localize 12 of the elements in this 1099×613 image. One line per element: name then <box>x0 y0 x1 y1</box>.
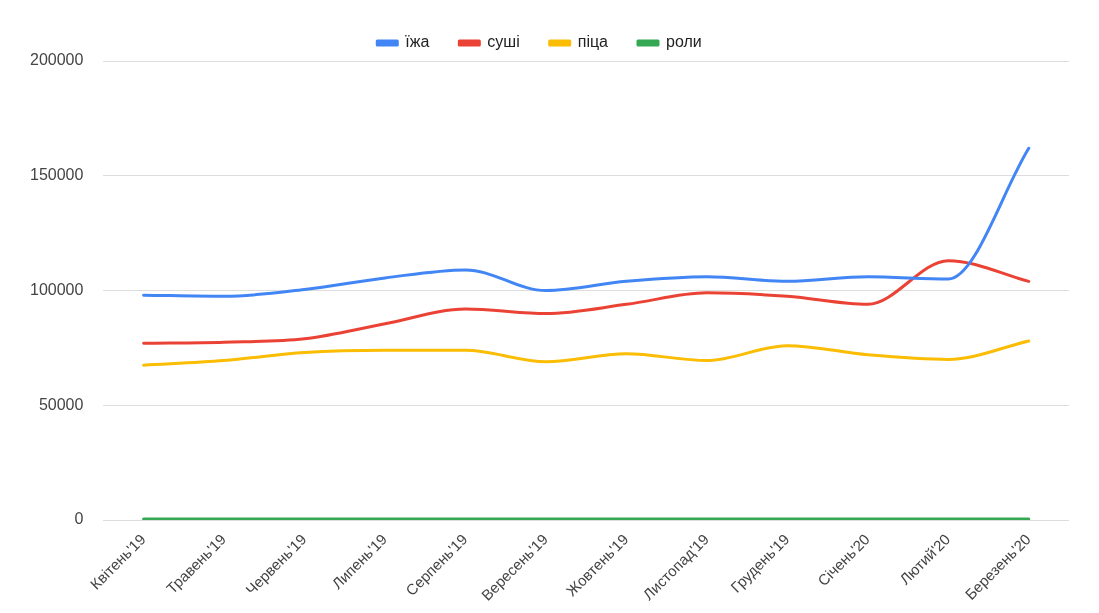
line-series <box>142 146 1031 298</box>
line-series <box>142 339 1031 367</box>
y-tick-label: 0 <box>74 510 84 528</box>
legend-label: їжа <box>404 33 430 51</box>
y-tick-label: 150000 <box>30 166 84 184</box>
line-series <box>142 259 1031 345</box>
legend-label: роли <box>666 33 702 51</box>
y-tick-label: 100000 <box>30 280 84 298</box>
legend-label: суші <box>487 33 520 51</box>
y-tick-label: 200000 <box>30 51 84 69</box>
legend-label: піца <box>577 33 609 51</box>
y-tick-label: 50000 <box>38 395 84 413</box>
